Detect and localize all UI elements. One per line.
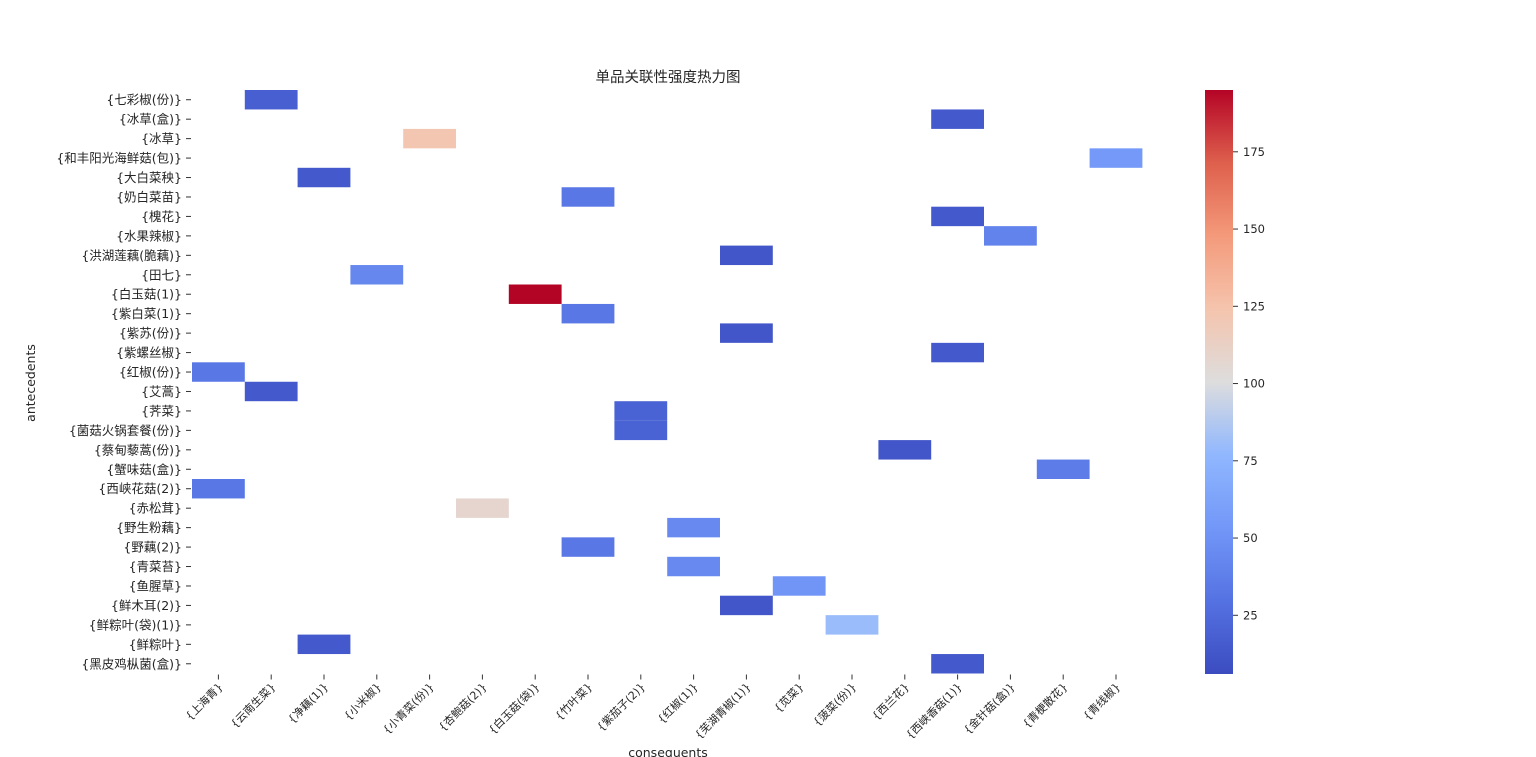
heatmap-cell <box>667 556 720 577</box>
heatmap-cell <box>931 654 984 674</box>
x-tick-label: {金针菇(盒)} <box>961 680 1018 737</box>
x-axis-ticks: {上海青} {云南生菜} {净藕(1)} {小米椒}{小青菜(份)} {杏鲍菇(2)}{… <box>182 674 1123 742</box>
y-tick-label: {鲜木耳(2)} <box>111 598 182 613</box>
y-tick-label: {野藕(2)} <box>123 540 182 555</box>
y-tick-label: {鱼腥草} <box>129 578 182 593</box>
colorbar-tick-label: 175 <box>1243 145 1265 159</box>
heatmap-cell <box>508 284 562 304</box>
x-tick-label: {菠菜(份)} <box>811 680 860 729</box>
y-tick-label: {水果辣椒} <box>116 228 182 243</box>
colorbar <box>1205 90 1233 674</box>
x-tick-label: {小米椒} <box>341 680 384 723</box>
y-tick-label: {大白菜秧} <box>116 170 182 185</box>
y-tick-label: {赤松茸} <box>129 501 182 516</box>
heatmap-cell <box>931 206 984 227</box>
heatmap-cell <box>1089 148 1143 168</box>
y-tick-label: {白玉菇(1)} <box>111 287 182 302</box>
y-tick-label: {田七} <box>141 267 182 282</box>
y-tick-label: {鲜粽叶(袋)(1)} <box>89 617 182 632</box>
heatmap-cell <box>931 109 984 129</box>
heatmap-cell <box>984 226 1037 246</box>
y-tick-label: {冰草(盒)} <box>119 112 182 127</box>
x-tick-label: {芜湖青椒(1)} <box>692 680 754 742</box>
heatmap-cell <box>244 90 298 110</box>
y-tick-label: {槐花} <box>141 209 182 224</box>
y-tick-label: {红椒(份)} <box>119 365 182 380</box>
heatmap-cell <box>561 537 615 557</box>
heatmap-cell <box>614 401 668 421</box>
colorbar-tick-label: 75 <box>1243 454 1258 468</box>
x-tick-label: {杏鲍菇(2)} <box>435 680 489 734</box>
x-tick-label: {净藕(1)} <box>285 680 331 726</box>
colorbar-tick-label: 100 <box>1243 377 1265 391</box>
colorbar-tick-label: 150 <box>1243 222 1265 236</box>
heatmap-cell <box>297 634 351 655</box>
x-tick-label: {青梗散花} <box>1019 680 1070 731</box>
heatmap-cell <box>878 440 932 460</box>
heatmap-cell <box>561 303 615 324</box>
heatmap-cell <box>825 615 879 635</box>
y-tick-label: {七彩椒(份)} <box>106 92 182 107</box>
y-tick-label: {青菜苔} <box>129 559 182 574</box>
x-tick-label: {苋菜} <box>772 680 807 715</box>
y-tick-label: {荠菜} <box>141 403 182 418</box>
colorbar-tick-label: 125 <box>1243 299 1265 313</box>
colorbar-tick-label: 50 <box>1243 531 1258 545</box>
y-tick-label: {洪湖莲藕(脆藕)} <box>81 248 182 263</box>
y-tick-label: {野生粉藕} <box>116 520 182 535</box>
heatmap-cell <box>667 517 720 538</box>
chart-title: 单品关联性强度热力图 <box>596 69 741 86</box>
heatmap-cell <box>244 381 298 402</box>
y-tick-label: {蟹味菇(盒)} <box>106 462 182 477</box>
heatmap-cell <box>720 595 773 616</box>
heatmap-cell <box>192 479 245 499</box>
x-tick-label: {紫茄子(2)} <box>594 680 648 734</box>
x-axis-label: consequents <box>628 745 708 757</box>
x-tick-label: {小青菜(份)} <box>380 680 436 736</box>
y-tick-label: {紫螺丝椒} <box>116 345 182 360</box>
heatmap-cell <box>1036 459 1090 479</box>
x-tick-label: {西兰花} <box>869 680 911 722</box>
heatmap-cell <box>720 245 773 266</box>
y-tick-label: {和丰阳光海鲜菇(包)} <box>56 151 182 166</box>
colorbar-tick-label: 25 <box>1243 608 1258 622</box>
heatmap-cell <box>931 342 984 363</box>
x-tick-label: {青线椒} <box>1080 680 1123 723</box>
y-axis-label: antecedents <box>23 344 38 422</box>
heatmap-cell <box>614 420 668 441</box>
heatmap-cell <box>720 323 773 343</box>
x-tick-label: {云南生菜} <box>227 680 278 731</box>
y-tick-label: {菌菇火锅套餐(份)} <box>69 423 182 438</box>
heatmap-cell <box>772 576 826 596</box>
y-tick-label: {鲜粽叶} <box>129 637 182 652</box>
y-tick-label: {奶白菜苗} <box>116 189 182 204</box>
x-tick-label: {上海青} <box>182 680 225 723</box>
x-tick-label: {西峡香菇(1)} <box>903 680 965 742</box>
y-tick-label: {冰草} <box>141 131 182 146</box>
y-tick-label: {黑皮鸡枞菌(盒)} <box>81 656 182 671</box>
y-tick-label: {紫白菜(1)} <box>111 306 182 321</box>
heatmap-cell <box>297 167 351 188</box>
x-tick-label: {竹叶菜} <box>552 680 595 723</box>
y-tick-label: {紫苏(份)} <box>119 326 182 341</box>
heatmap-cell <box>192 362 245 382</box>
heatmap-cell <box>456 498 509 518</box>
x-tick-label: {白玉菇(袋)} <box>485 680 542 737</box>
colorbar-ticks: 25 50 75 100 125 150 175 <box>1233 145 1265 622</box>
heatmap-cell <box>403 128 456 149</box>
heatmap-cell <box>561 187 615 207</box>
y-axis-ticks: {七彩椒(份)} {冰草(盒)} {冰草} {和丰阳光海鲜菇(包)} {大白菜秧} {奶白… <box>56 92 191 671</box>
heatmap-cell <box>350 265 404 285</box>
x-tick-label: {红椒(1)} <box>654 680 700 726</box>
y-tick-label: {西峡花菇(2)} <box>98 481 182 496</box>
y-tick-label: {蔡甸藜蒿(份)} <box>94 442 182 457</box>
heatmap-cells <box>192 90 1143 674</box>
y-tick-label: {艾蒿} <box>141 384 182 399</box>
